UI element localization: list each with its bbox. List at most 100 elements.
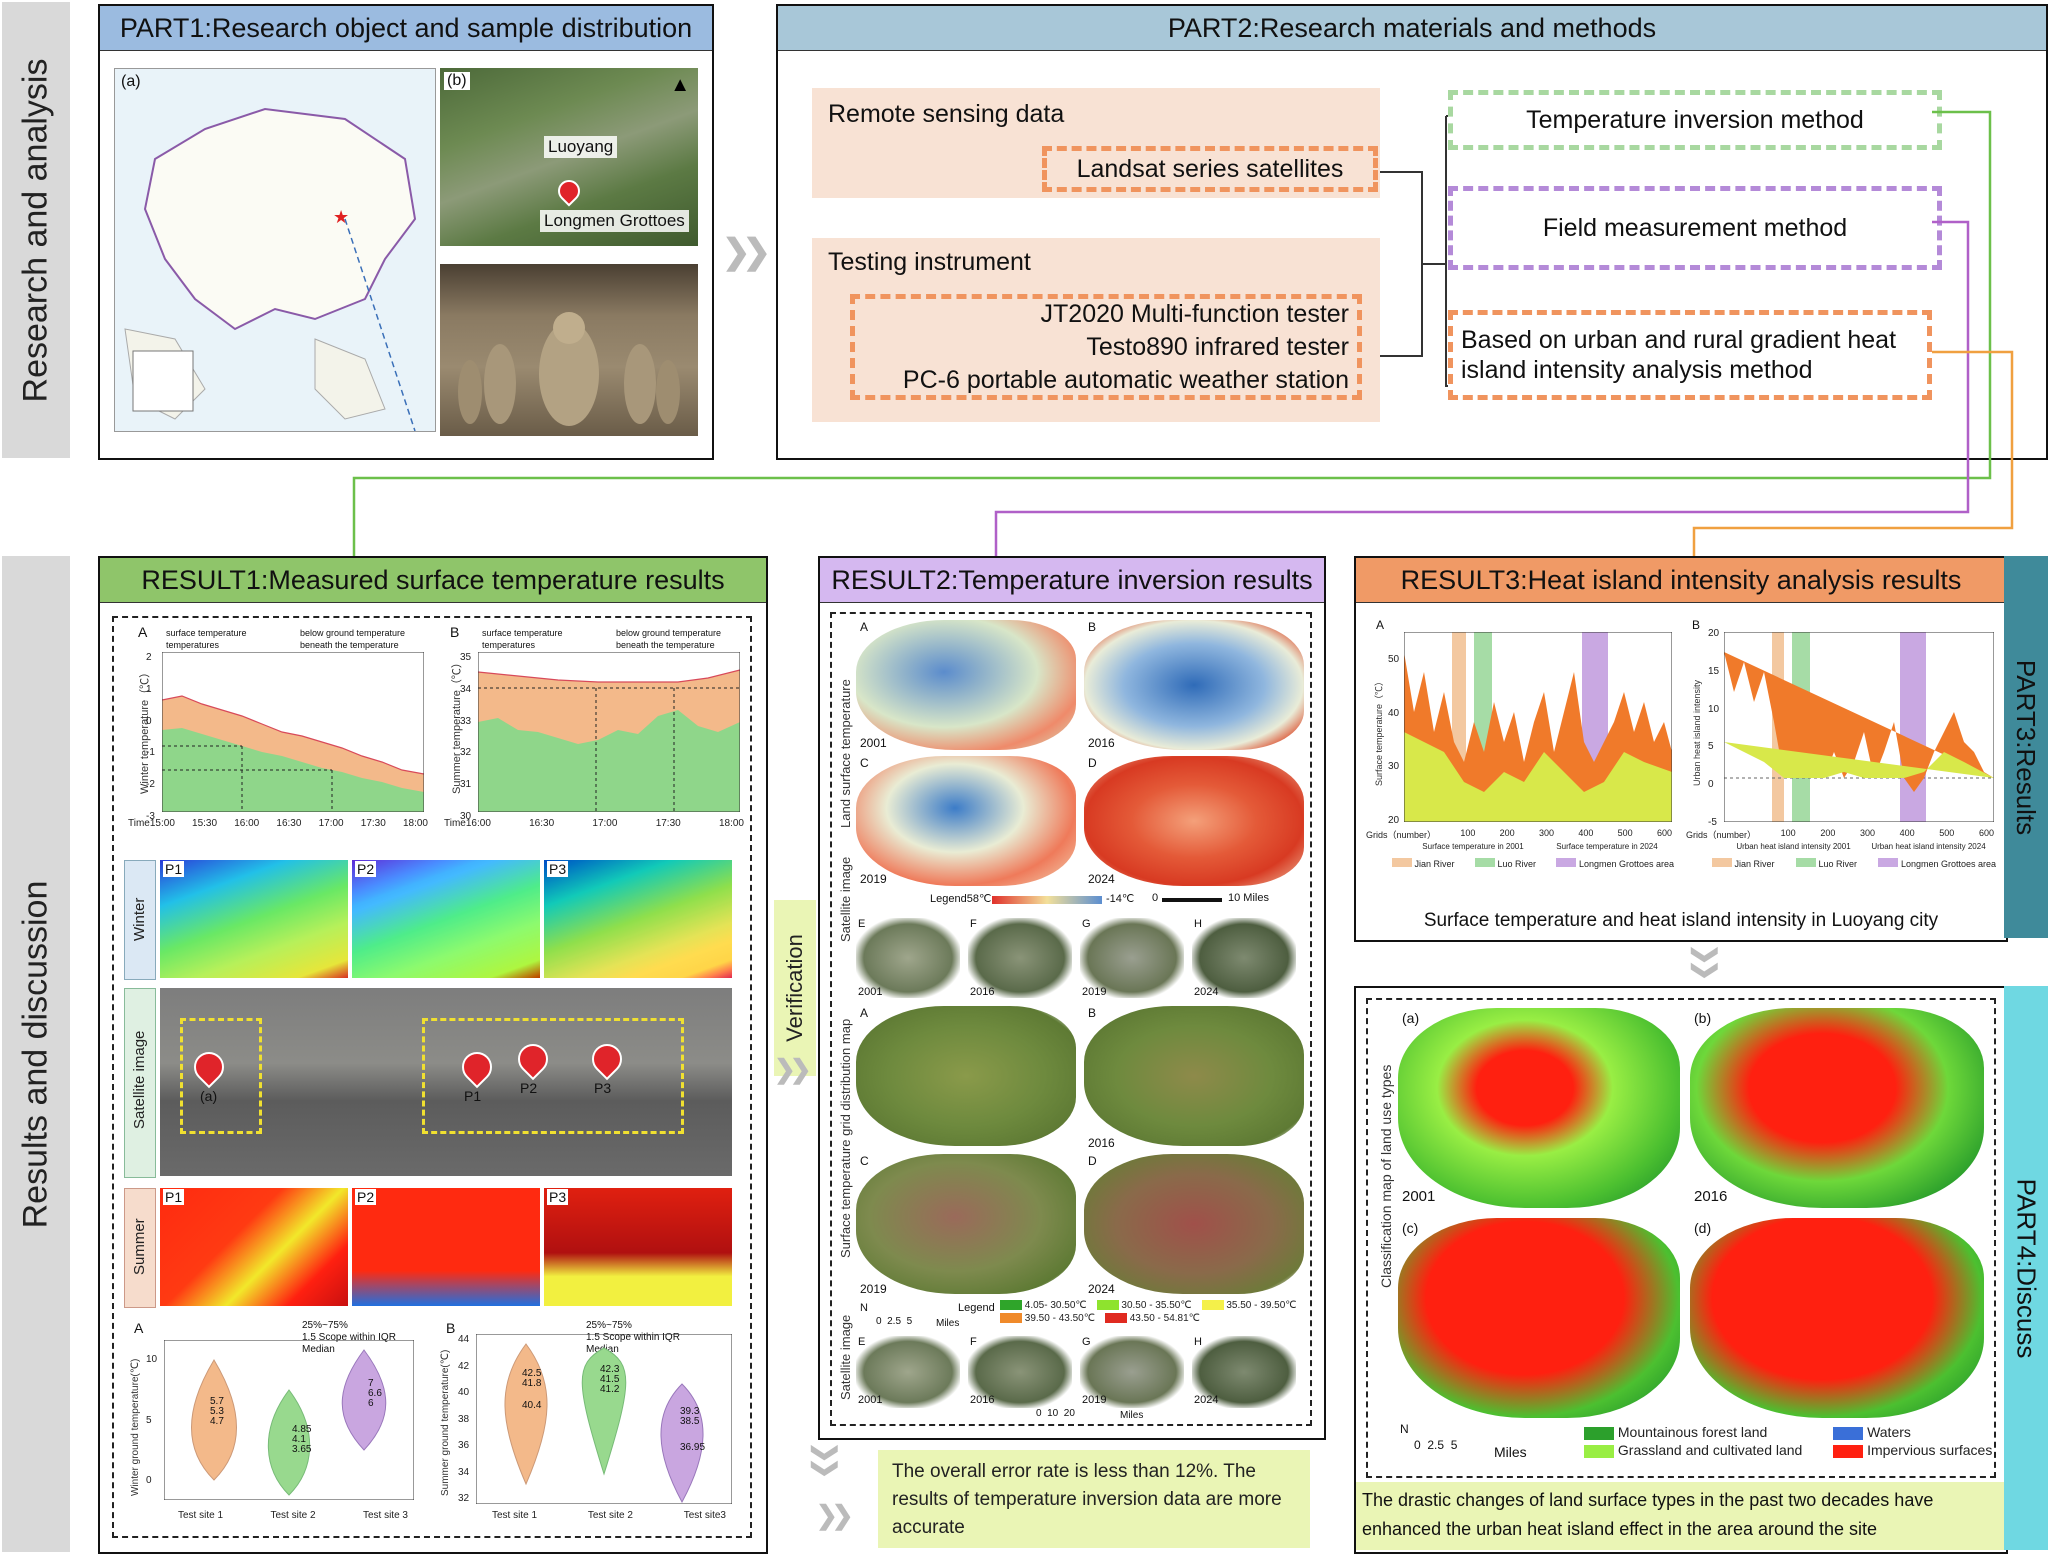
summer-ytick: 30	[460, 810, 472, 822]
summer-violin-val: 41.2	[600, 1384, 620, 1395]
instrument-3: PC-6 portable automatic weather station	[902, 365, 1349, 394]
r3-chartA-xtick: 200	[1499, 828, 1515, 838]
sat2-year-2019: 2019	[1082, 1394, 1107, 1406]
winter-legend-1: surface temperature	[166, 628, 247, 638]
landuse-map-2001	[1398, 1008, 1680, 1208]
instrument-1: JT2020 Multi-function tester	[1040, 299, 1349, 328]
grid-year-2019: 2019	[860, 1282, 887, 1296]
r3-chartA-xtick: 400	[1578, 828, 1594, 838]
summer-p2-label: P2	[355, 1189, 377, 1205]
sat-point-a: (a)	[200, 1088, 218, 1104]
grid-map-2019	[856, 1154, 1076, 1294]
sat-2016	[968, 918, 1072, 998]
summer-thermal-p3: P3	[544, 1188, 732, 1306]
summer-row-label-box: Summer	[124, 1188, 156, 1308]
r3-chartB-ytick: 20	[1708, 628, 1720, 639]
legend-item: Jian River	[1712, 858, 1775, 869]
sat-point-p2: P2	[520, 1080, 538, 1096]
part4-label: PART4:Discuss	[2011, 1178, 2042, 1358]
legend-item: Grassland and cultivated land	[1584, 1442, 1825, 1458]
landuse-label-d: (d)	[1694, 1220, 1712, 1236]
landsat-label: Landsat series satellites	[1076, 154, 1344, 183]
summer-violin-site: Test site3	[683, 1510, 726, 1521]
verification-tag: Verification	[774, 900, 816, 1076]
grid-map-2024	[1084, 1154, 1304, 1294]
summer-violin-val: 41.8	[522, 1378, 542, 1389]
lst-legend-title: Legend58℃	[930, 893, 992, 905]
method-heat-island: Based on urban and rural gradient heat i…	[1448, 310, 1932, 400]
winter-violin-val: 5.7	[210, 1396, 224, 1407]
part4-side-label: Classification map of land use types	[1378, 1064, 1394, 1288]
sat2-year-2016: 2016	[970, 1394, 995, 1406]
part1-title: PART1:Research object and sample distrib…	[119, 12, 693, 43]
part1-header: PART1:Research object and sample distrib…	[100, 6, 712, 51]
winter-xtick: 16:30	[276, 818, 302, 829]
r3-chartB-ytick: 15	[1708, 665, 1720, 677]
landuse-map-2016	[1690, 1008, 1984, 1208]
result2-side-sat: Satellite image	[838, 856, 853, 942]
landuse-map-2019	[1398, 1218, 1680, 1418]
summer-violin-ytick: 40	[458, 1387, 470, 1398]
north-arrow-icon: ▲	[670, 74, 690, 96]
part2-header: PART2:Research materials and methods	[778, 6, 2046, 51]
result2-side-grid: Surface temperature grid distribution ma…	[838, 1018, 853, 1258]
winter-row-label: Winter	[131, 897, 148, 941]
part4-conclusion-box: The drastic changes of land surface type…	[1356, 1482, 2006, 1550]
r3-chartA-series-2: Surface temperature in 2024	[1556, 842, 1658, 851]
legend-item: 4.05- 30.50℃	[1000, 1300, 1087, 1311]
sidebar-results-label: Results and discussion	[16, 880, 55, 1228]
summer-ytick: 32	[460, 747, 472, 759]
winter-violin-site: Test site 2	[270, 1510, 316, 1521]
summer-violin-val: 42.3	[600, 1364, 620, 1375]
summer-p3-label: P3	[547, 1189, 569, 1205]
winter-violin-val: 6.6	[368, 1388, 382, 1399]
r3-chartB-xtick: 600	[1978, 828, 1994, 838]
result1-header: RESULT1:Measured surface temperature res…	[100, 558, 766, 603]
landuse-year-2001: 2001	[1402, 1188, 1436, 1205]
summer-xtick: 16:30	[529, 818, 555, 829]
summer-violin-site: Test site 1	[492, 1510, 538, 1521]
summer-legend-1: surface temperature	[482, 628, 563, 638]
landuse-map-2024	[1690, 1218, 1984, 1418]
winter-xtick: 15:30	[192, 818, 218, 829]
sat2-2001	[856, 1336, 960, 1408]
summer-violin-val: 40.4	[522, 1400, 542, 1411]
part4-sidebar: PART4:Discuss	[2004, 986, 2048, 1550]
landuse-legend: Mountainous forest land Waters Grassland…	[1584, 1424, 1994, 1458]
r3-chartB-xtick: 200	[1820, 828, 1836, 838]
r3-chartA-ytick: 30	[1388, 761, 1400, 773]
r3-chartB-xtick: 100	[1780, 828, 1796, 838]
summer-violin-legend-2: 1.5 Scope within IQR	[586, 1332, 680, 1343]
sat-year-2016: 2016	[970, 986, 995, 998]
result2-note: The overall error rate is less than 12%.…	[892, 1461, 1282, 1538]
lst-year-2016: 2016	[1088, 736, 1115, 750]
luoyang-satellite: (b) ▲ Luoyang Longmen Grottoes	[440, 68, 698, 246]
lst-legend-low: -14℃	[1106, 893, 1135, 905]
r3-chartB-ylabel: Urban heat island intensity	[1692, 679, 1702, 786]
landuse-label-b: (b)	[1694, 1010, 1712, 1026]
part3-sidebar: PART3:Results	[2004, 556, 2048, 938]
legend-text: Jian River	[1414, 859, 1455, 869]
summer-thermal-p1: P1	[160, 1188, 348, 1306]
china-map-label-a: (a)	[121, 73, 141, 90]
winter-ytick: 2	[146, 652, 152, 663]
sat-year-2024: 2024	[1194, 986, 1219, 998]
heat-island-line-chart: B Urban heat island intensity 20 15 10 5…	[1686, 618, 2000, 882]
winter-violin-yticks: 10 5 0	[146, 1354, 157, 1486]
part4-conclusion: The drastic changes of land surface type…	[1362, 1490, 1934, 1539]
summer-legend-4: beneath the temperature	[616, 640, 715, 650]
summer-violin-val: 42.5	[522, 1368, 542, 1379]
winter-violin-val: 5.3	[210, 1406, 224, 1417]
winter-violin-val: 4.7	[210, 1416, 224, 1427]
north-arrow-icon: N	[1400, 1422, 1409, 1436]
result1-panel: RESULT1:Measured surface temperature res…	[98, 556, 768, 1554]
lst-map-2019	[856, 756, 1076, 886]
lst-year-2019: 2019	[860, 872, 887, 886]
satellite-row-label-box: Satellite image	[124, 988, 156, 1178]
summer-chart-plot	[478, 652, 740, 812]
part2-connector-lines	[1380, 115, 1448, 387]
r3-chartB-ytick: -5	[1708, 816, 1717, 828]
landuse-label-c: (c)	[1402, 1220, 1419, 1236]
small-scale-label: 0 2.5 5	[876, 1316, 913, 1327]
summer-violin-val: 38.5	[680, 1416, 700, 1427]
